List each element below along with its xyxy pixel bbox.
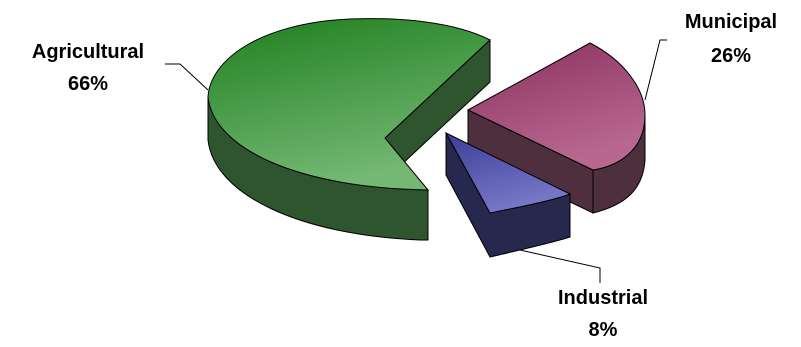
leader-line-agricultural	[165, 63, 209, 91]
percent-municipal: 26%	[711, 45, 751, 67]
leader-line-industrial	[519, 249, 601, 283]
label-municipal: Municipal	[685, 11, 777, 33]
label-agricultural: Agricultural	[32, 41, 144, 63]
leader-line-municipal	[644, 39, 667, 101]
slice-industrial	[444, 131, 572, 258]
slice-industrial-top	[444, 131, 572, 214]
label-industrial: Industrial	[558, 287, 648, 309]
slice-agricultural-top	[207, 18, 491, 191]
slice-municipal	[466, 42, 646, 214]
slice-agricultural	[207, 18, 491, 241]
slice-municipal-top	[466, 42, 646, 171]
percent-industrial: 8%	[589, 319, 618, 341]
percent-agricultural: 66%	[68, 73, 108, 95]
